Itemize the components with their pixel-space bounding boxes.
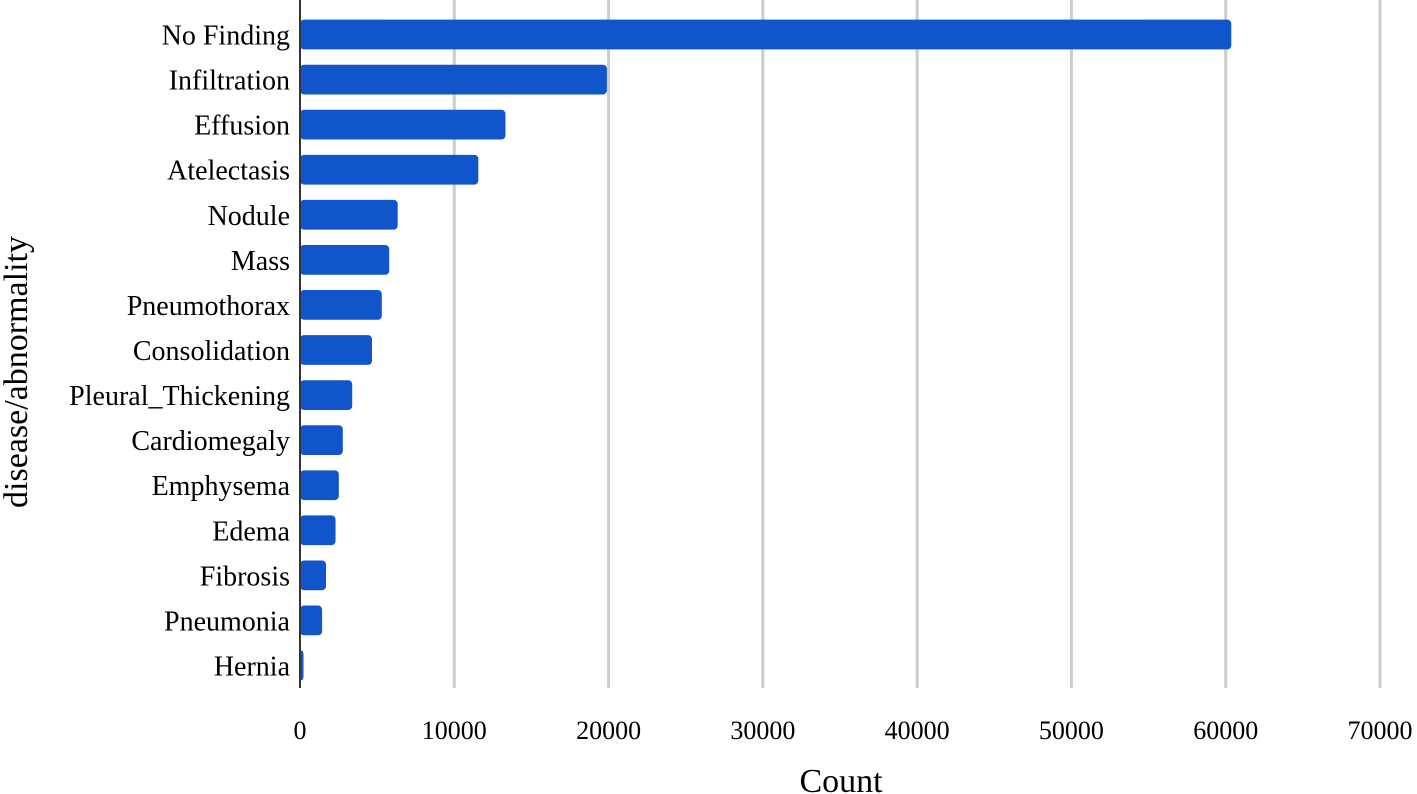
y-tick-label: Infiltration xyxy=(169,66,290,97)
y-tick-label: Atelectasis xyxy=(167,156,290,187)
x-tick-label: 30000 xyxy=(730,716,795,745)
y-tick-label: Pneumonia xyxy=(164,606,291,637)
bar xyxy=(300,515,336,546)
bar xyxy=(300,154,479,185)
bar xyxy=(300,244,390,275)
y-tick-label: Consolidation xyxy=(133,336,290,367)
y-tick-label: Fibrosis xyxy=(200,561,290,592)
bar xyxy=(300,380,353,410)
x-tick-label: 70000 xyxy=(1348,716,1413,745)
x-tick-label: 50000 xyxy=(1039,716,1104,745)
y-tick-label: Cardiomegaly xyxy=(131,426,290,457)
x-tick-label: 40000 xyxy=(885,716,950,745)
bar xyxy=(300,335,373,365)
y-tick-label: Nodule xyxy=(208,201,290,232)
bar xyxy=(300,199,398,230)
y-tick-label: Pleural_Thickening xyxy=(69,381,290,412)
bar xyxy=(300,290,382,320)
x-tick-label: 20000 xyxy=(576,716,641,745)
bar xyxy=(300,19,1232,50)
bar xyxy=(300,64,607,95)
x-tick-label: 10000 xyxy=(422,716,487,745)
bar xyxy=(300,425,343,456)
bar xyxy=(300,560,327,591)
y-tick-label: Hernia xyxy=(214,651,291,682)
y-tick-label: Emphysema xyxy=(152,471,291,502)
grid-lines xyxy=(452,0,1382,688)
labels: 0 10000 20000 30000 40000 50000 60000 70000 No F… xyxy=(69,21,1412,745)
bar xyxy=(300,470,339,501)
x-tick-label: 60000 xyxy=(1193,716,1258,745)
y-tick-label: Pneumothorax xyxy=(127,291,290,322)
x-tick-label: 0 xyxy=(294,716,307,745)
y-tick-label: Effusion xyxy=(194,111,290,142)
bars xyxy=(300,19,1232,681)
bar xyxy=(300,109,506,140)
y-tick-label: No Finding xyxy=(162,21,290,52)
bar xyxy=(300,605,323,636)
x-axis-title: Count xyxy=(799,763,883,794)
y-tick-label: Mass xyxy=(231,246,290,277)
y-axis-title: disease/abnormality xyxy=(0,236,35,508)
y-tick-label: Edema xyxy=(212,516,290,547)
